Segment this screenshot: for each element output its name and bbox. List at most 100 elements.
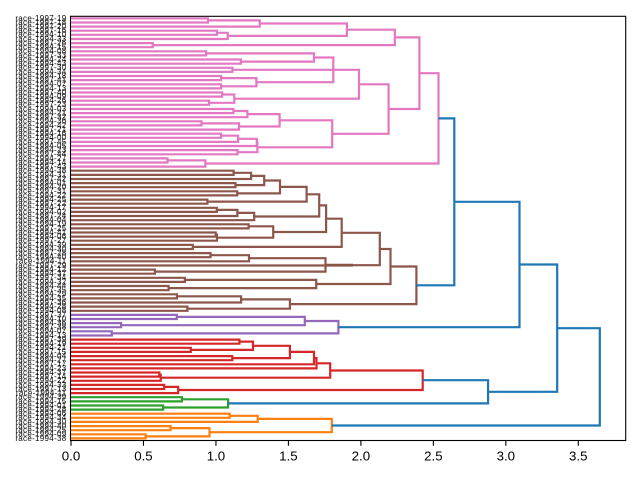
svg-text:race-1997-27: race-1997-27 xyxy=(15,236,66,245)
svg-text:race-1994-01: race-1994-01 xyxy=(15,179,66,188)
svg-text:race-1994-09: race-1994-09 xyxy=(15,92,66,101)
svg-text:race-1994-03: race-1994-03 xyxy=(15,104,66,113)
svg-text:race-1994-02: race-1994-02 xyxy=(15,207,66,216)
svg-text:race-1994-34: race-1994-34 xyxy=(15,67,66,76)
svg-text:race-1994-11: race-1994-11 xyxy=(16,389,67,398)
svg-text:race-1994-05: race-1994-05 xyxy=(15,141,66,150)
svg-text:race-1994-13: race-1994-13 xyxy=(15,331,66,340)
svg-text:race-1994-25: race-1994-25 xyxy=(15,195,66,204)
svg-text:race-1997-23: race-1997-23 xyxy=(15,100,66,109)
svg-text:race-1994-11: race-1994-11 xyxy=(16,257,67,266)
svg-text:race-1994-09: race-1994-09 xyxy=(15,430,66,439)
svg-text:race-1997-29: race-1997-29 xyxy=(15,261,66,270)
svg-text:race-1997-34: race-1997-34 xyxy=(15,273,66,282)
svg-text:race-1997-41: race-1997-41 xyxy=(15,76,66,85)
svg-text:race-1994-19: race-1994-19 xyxy=(15,220,66,229)
svg-text:race-1997-25: race-1997-25 xyxy=(15,224,66,233)
svg-text:race-1994-38: race-1994-38 xyxy=(15,166,66,175)
svg-text:race-1994-10: race-1994-10 xyxy=(15,314,66,323)
svg-text:race-1994-39: race-1994-39 xyxy=(15,393,66,402)
svg-text:race-1994-08: race-1994-08 xyxy=(15,47,66,56)
svg-text:race-1994-08: race-1994-08 xyxy=(15,306,66,315)
svg-text:race-1997-14: race-1997-14 xyxy=(15,372,66,381)
svg-text:race-1994-04: race-1994-04 xyxy=(15,216,66,225)
svg-text:race-1994-01: race-1994-01 xyxy=(15,401,66,410)
svg-text:race-1994-18: race-1994-18 xyxy=(15,71,66,80)
svg-text:race-1994-13: race-1994-13 xyxy=(15,84,66,93)
svg-text:race-1994-22: race-1994-22 xyxy=(15,191,66,200)
svg-text:race-1997-36: race-1997-36 xyxy=(15,298,66,307)
svg-text:race-1994-26: race-1994-26 xyxy=(15,96,66,105)
svg-text:race-1994-15: race-1994-15 xyxy=(15,397,66,406)
svg-text:race-1997-30: race-1997-30 xyxy=(15,63,66,72)
svg-text:race-1994-07: race-1994-07 xyxy=(15,80,66,89)
svg-text:race-1994-23: race-1994-23 xyxy=(15,364,66,373)
svg-text:race-1997-16: race-1997-16 xyxy=(15,26,66,35)
svg-text:2.5: 2.5 xyxy=(424,449,443,464)
svg-text:race-1994-33: race-1994-33 xyxy=(15,380,66,389)
svg-text:race-1997-39: race-1997-39 xyxy=(15,335,66,344)
svg-text:race-1994-22: race-1994-22 xyxy=(15,376,66,385)
svg-text:race-1997-45: race-1997-45 xyxy=(15,137,66,146)
svg-text:race-1997-13: race-1997-13 xyxy=(15,384,66,393)
svg-text:race-1994-27: race-1994-27 xyxy=(15,154,66,163)
svg-text:race-1997-43: race-1997-43 xyxy=(15,162,66,171)
svg-text:race-1994-35: race-1994-35 xyxy=(15,294,66,303)
svg-text:0.0: 0.0 xyxy=(62,449,81,464)
svg-text:race-1997-35: race-1997-35 xyxy=(15,286,66,295)
svg-text:race-1994-31: race-1994-31 xyxy=(15,170,66,179)
svg-text:race-1997-26: race-1997-26 xyxy=(15,39,66,48)
svg-text:race-1997-31: race-1997-31 xyxy=(15,187,66,196)
svg-text:race-1994-33: race-1994-33 xyxy=(15,34,66,43)
svg-text:race-1997-37: race-1997-37 xyxy=(15,310,66,319)
svg-text:race-1994-21: race-1994-21 xyxy=(15,343,66,352)
svg-text:race-1994-43: race-1994-43 xyxy=(15,59,66,68)
svg-text:race-1997-32: race-1997-32 xyxy=(15,113,66,122)
svg-text:1.0: 1.0 xyxy=(207,449,226,464)
svg-text:0.5: 0.5 xyxy=(134,449,153,464)
svg-text:race-1997-18: race-1997-18 xyxy=(15,18,66,27)
svg-text:race-1994-39: race-1994-39 xyxy=(15,240,66,249)
svg-text:race-1994-15: race-1994-15 xyxy=(15,43,66,52)
svg-text:race-1994-19: race-1994-19 xyxy=(15,339,66,348)
svg-text:race-1994-30: race-1994-30 xyxy=(15,244,66,253)
svg-text:race-1997-22: race-1997-22 xyxy=(15,199,66,208)
svg-text:2.0: 2.0 xyxy=(352,449,371,464)
svg-text:3.0: 3.0 xyxy=(497,449,516,464)
svg-text:race-1994-23: race-1994-23 xyxy=(15,146,66,155)
svg-text:race-1994-36: race-1994-36 xyxy=(15,319,66,328)
svg-text:race-1997-15: race-1997-15 xyxy=(15,347,66,356)
svg-text:1.5: 1.5 xyxy=(279,449,298,464)
svg-text:race-1994-40: race-1994-40 xyxy=(15,422,66,431)
svg-text:race-1994-38: race-1994-38 xyxy=(15,434,66,443)
svg-text:race-1997-21: race-1997-21 xyxy=(15,125,66,134)
svg-text:race-1994-28: race-1994-28 xyxy=(15,302,66,311)
svg-text:race-1994-37: race-1994-37 xyxy=(15,269,66,278)
svg-text:race-1997-42: race-1997-42 xyxy=(15,174,66,183)
svg-text:race-1994-29: race-1994-29 xyxy=(15,290,66,299)
svg-text:race-1997-44: race-1997-44 xyxy=(15,150,66,159)
svg-text:race-1997-38: race-1997-38 xyxy=(15,323,66,332)
svg-text:race-1997-33: race-1997-33 xyxy=(15,51,66,60)
svg-text:3.5: 3.5 xyxy=(569,449,588,464)
svg-text:race-1994-25: race-1994-25 xyxy=(15,426,66,435)
svg-text:race-1997-20: race-1997-20 xyxy=(15,22,66,31)
svg-text:race-1994-37: race-1994-37 xyxy=(15,368,66,377)
svg-text:race-1994-12: race-1994-12 xyxy=(15,265,66,274)
svg-text:race-1994-44: race-1994-44 xyxy=(15,281,66,290)
svg-text:race-1994-04: race-1994-04 xyxy=(15,352,66,361)
svg-text:race-1994-06: race-1994-06 xyxy=(15,232,66,241)
svg-text:race-1994-24: race-1994-24 xyxy=(15,55,66,64)
svg-text:race-1997-24: race-1997-24 xyxy=(15,211,66,220)
svg-text:race-1994-21: race-1994-21 xyxy=(15,109,66,118)
svg-text:race-1994-27: race-1994-27 xyxy=(15,356,66,365)
svg-text:race-1997-19: race-1997-19 xyxy=(15,14,66,23)
svg-text:race-1994-16: race-1994-16 xyxy=(15,129,66,138)
svg-text:race-1994-41: race-1994-41 xyxy=(15,228,66,237)
svg-text:race-1994-20: race-1994-20 xyxy=(15,183,66,192)
svg-text:race-1994-34: race-1994-34 xyxy=(15,413,66,422)
svg-text:race-1997-28: race-1997-28 xyxy=(15,249,66,258)
svg-text:race-1994-17: race-1994-17 xyxy=(15,203,66,212)
svg-text:race-1994-06: race-1994-06 xyxy=(15,409,66,418)
svg-text:race-1997-17: race-1997-17 xyxy=(15,360,66,369)
